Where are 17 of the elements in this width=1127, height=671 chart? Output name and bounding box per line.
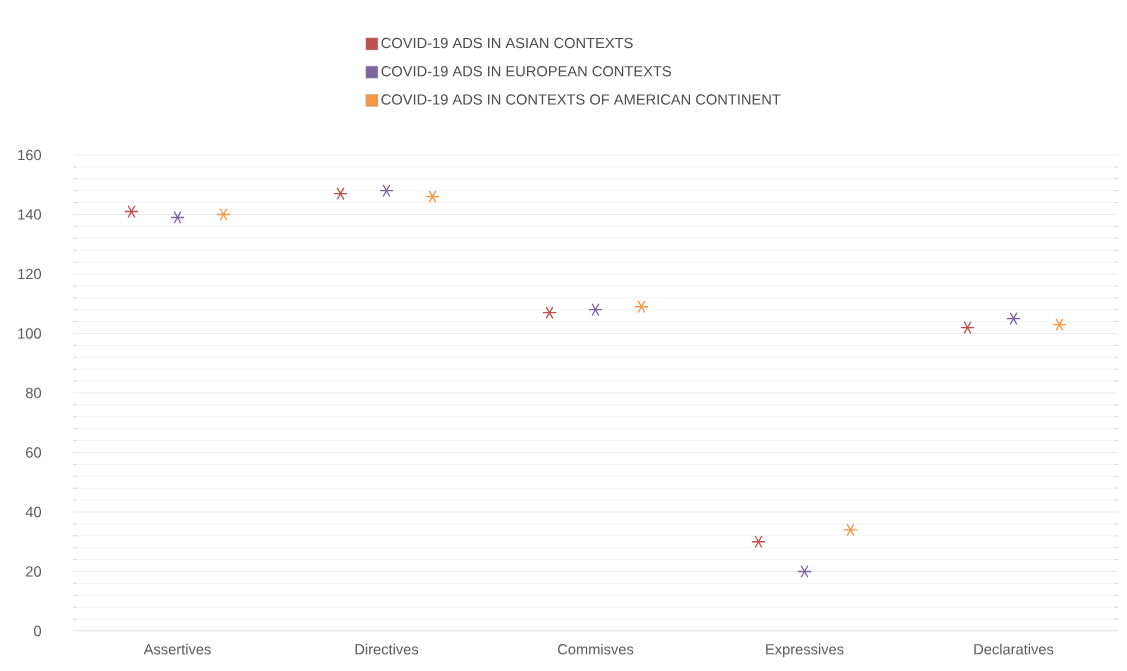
y-tick-label: 140: [18, 209, 42, 220]
y-tick-label: 120: [18, 268, 42, 280]
x-tick-label: Expressives: [766, 643, 844, 658]
y-tick-label: 0: [34, 625, 42, 637]
y-tick-label: 20: [26, 566, 42, 577]
y-tick-label: 40: [25, 506, 42, 518]
x-tick-label: Directives: [355, 643, 419, 655]
y-tick-label: 100: [18, 328, 42, 339]
legend-label: COVID-19 ADS IN EUROPEAN CONTEXTS: [381, 66, 671, 77]
legend-label: COVID-19 ADS IN CONTEXTS OF AMERICAN CONTINENT: [381, 94, 781, 105]
y-tick-label: 60: [26, 447, 42, 458]
legend-label: COVID-19 ADS IN ASIAN CONTEXTS: [381, 37, 633, 49]
y-tick-label: 160: [18, 149, 42, 161]
x-tick-label: Commisves: [557, 643, 634, 655]
x-tick-label: Assertives: [143, 643, 211, 655]
y-tick-label: 80: [25, 387, 42, 399]
x-tick-label: Declaratives: [974, 643, 1054, 655]
